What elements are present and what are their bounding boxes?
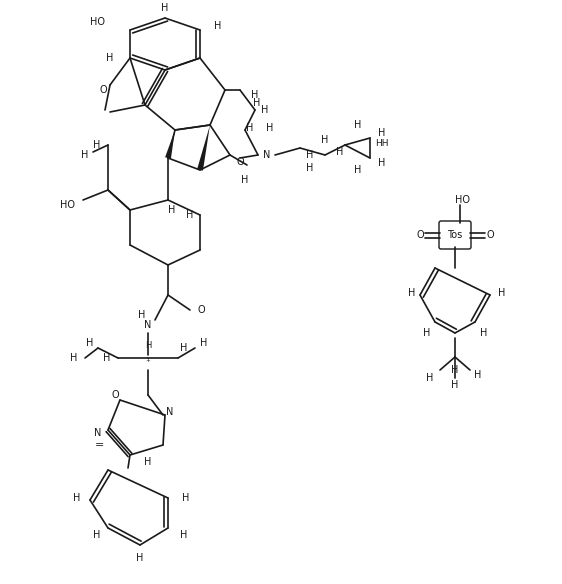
Text: H: H xyxy=(354,120,362,130)
Text: N: N xyxy=(166,407,174,417)
Text: O: O xyxy=(486,230,494,240)
Text: H: H xyxy=(87,338,94,348)
Text: H: H xyxy=(498,288,505,298)
Text: H: H xyxy=(378,128,386,138)
Polygon shape xyxy=(197,125,210,171)
Text: H: H xyxy=(480,328,487,338)
Text: H: H xyxy=(72,493,80,503)
Text: H: H xyxy=(81,150,89,160)
Text: H: H xyxy=(354,165,362,175)
Text: H: H xyxy=(93,140,100,150)
Text: H: H xyxy=(427,373,434,383)
Text: H: H xyxy=(161,3,169,13)
Text: H: H xyxy=(167,205,175,215)
Text: H: H xyxy=(251,90,259,100)
Text: H: H xyxy=(138,310,146,320)
Text: =: = xyxy=(96,440,105,450)
Text: H: H xyxy=(187,210,194,220)
Text: H: H xyxy=(378,158,386,168)
Text: H: H xyxy=(474,370,482,380)
Text: H: H xyxy=(423,328,430,338)
Polygon shape xyxy=(165,130,175,159)
Text: H: H xyxy=(241,175,249,185)
Text: H: H xyxy=(103,353,110,363)
Text: O: O xyxy=(198,305,206,315)
Text: H: H xyxy=(266,123,274,133)
Text: H: H xyxy=(261,105,269,115)
Text: O: O xyxy=(111,390,119,400)
Text: H: H xyxy=(253,98,261,108)
Text: Tos: Tos xyxy=(447,230,463,240)
Text: H: H xyxy=(180,343,187,353)
Text: HO: HO xyxy=(455,195,470,205)
Text: H: H xyxy=(451,365,459,375)
Text: N: N xyxy=(144,320,152,330)
Text: H: H xyxy=(144,457,152,467)
Text: N: N xyxy=(94,428,102,438)
Text: H: H xyxy=(70,353,77,363)
Text: H: H xyxy=(180,530,187,540)
Text: O: O xyxy=(236,157,244,167)
Text: H: H xyxy=(182,493,189,503)
Text: H: H xyxy=(306,163,314,173)
Text: H: H xyxy=(306,150,314,160)
Text: H: H xyxy=(93,530,100,540)
Text: H: H xyxy=(200,338,207,348)
Text: H: H xyxy=(214,21,221,31)
Text: H: H xyxy=(451,380,459,390)
Text: N: N xyxy=(264,150,271,160)
Text: O: O xyxy=(416,230,424,240)
Text: HH: HH xyxy=(375,138,388,148)
Text: H: H xyxy=(145,340,151,349)
Text: O: O xyxy=(99,85,107,95)
Text: HO: HO xyxy=(60,200,75,210)
Text: H: H xyxy=(407,288,415,298)
Text: +: + xyxy=(146,357,151,363)
Text: H: H xyxy=(137,553,144,563)
Text: H: H xyxy=(246,123,253,133)
Text: HO: HO xyxy=(90,17,105,27)
FancyBboxPatch shape xyxy=(439,221,471,249)
Text: H: H xyxy=(106,53,113,63)
Text: H: H xyxy=(336,147,344,157)
Text: H: H xyxy=(321,135,329,145)
